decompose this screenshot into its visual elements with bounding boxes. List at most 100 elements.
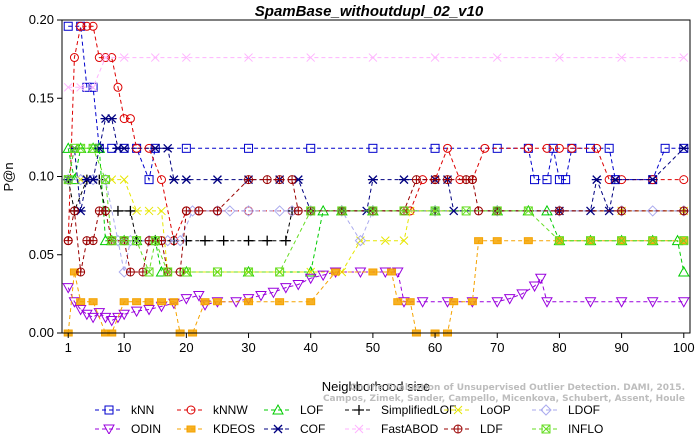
legend-label: ODIN	[131, 422, 161, 434]
x-axis-label: Neighborhood size	[322, 379, 430, 394]
data-point-odin	[62, 283, 75, 294]
legend-label: SimplifiedLOF	[381, 403, 456, 417]
data-point-loop	[132, 206, 141, 216]
data-point-fastabod	[555, 53, 564, 62]
data-point-kdeos	[76, 298, 86, 306]
data-point-inflo	[244, 267, 254, 277]
data-point-ldof	[112, 234, 124, 247]
data-point-inflo	[132, 236, 142, 246]
legend-marker	[186, 425, 196, 433]
data-point-ldof	[429, 205, 441, 217]
data-point-loop	[399, 236, 409, 246]
data-point-fastabod	[182, 53, 191, 62]
data-point-kdeos	[492, 237, 502, 245]
data-point-fastabod	[368, 53, 378, 62]
data-point-ldf	[467, 175, 477, 185]
data-point-lof	[304, 265, 317, 277]
data-point-inflo	[617, 236, 627, 246]
data-point-simplifiedlof	[262, 235, 273, 246]
x-tick-label: 1	[65, 340, 72, 355]
legend-label: INFLO	[568, 422, 603, 434]
legend-item-ldof: LDOF	[532, 403, 600, 417]
data-point-odin	[292, 279, 305, 291]
data-point-odin	[416, 297, 429, 308]
data-point-cof	[678, 143, 689, 153]
legend-marker	[273, 424, 283, 434]
data-point-kdeos	[132, 298, 142, 306]
x-tick-label: 80	[552, 340, 566, 355]
series-ldof	[62, 173, 690, 278]
data-point-knnw	[88, 21, 98, 31]
legend-label: COF	[300, 422, 325, 434]
data-point-odin	[677, 297, 690, 308]
data-point-inflo	[181, 267, 191, 277]
data-point-fastabod	[76, 82, 86, 92]
data-point-fastabod	[101, 53, 110, 62]
series-simplifiedlof	[63, 174, 689, 246]
data-point-inflo	[76, 143, 86, 153]
data-point-ldf	[69, 206, 79, 216]
legend-label: LoOP	[480, 403, 511, 417]
data-point-kdeos	[467, 298, 477, 306]
series-ldf	[63, 175, 689, 277]
series-knn	[63, 21, 689, 185]
legend-label: kNN	[131, 403, 154, 417]
legend-marker	[272, 403, 284, 415]
data-point-ldof	[286, 205, 298, 217]
data-point-kdeos	[393, 298, 403, 306]
data-point-fastabod	[306, 53, 316, 62]
data-point-cof	[168, 175, 179, 185]
legend-marker	[453, 405, 463, 415]
data-point-knnw	[113, 82, 123, 92]
legend-item-odin: ODIN	[95, 422, 161, 434]
data-point-odin	[87, 312, 99, 324]
data-point-simplifiedlof	[200, 235, 211, 246]
data-point-odin	[528, 281, 541, 293]
data-point-inflo	[648, 236, 658, 246]
data-point-inflo	[492, 206, 502, 216]
data-point-kdeos	[244, 298, 254, 306]
legend-item-cof: COF	[264, 422, 325, 434]
data-point-inflo	[306, 206, 316, 216]
data-point-inflo	[679, 236, 689, 246]
data-point-ldof	[74, 173, 87, 186]
data-point-fastabod	[430, 53, 440, 62]
series-cof	[63, 114, 689, 216]
data-point-ldf	[63, 236, 73, 246]
y-axis-label: P@n	[1, 162, 16, 191]
legend-item-inflo: INFLO	[532, 422, 603, 434]
data-point-ldf	[244, 175, 254, 185]
data-point-ldf	[293, 206, 303, 216]
data-point-knn	[63, 21, 73, 31]
data-point-odin	[255, 290, 267, 302]
legend-item-kdeos: KDEOS	[177, 422, 255, 434]
data-point-fastabod	[150, 53, 160, 62]
data-point-ldof	[118, 266, 130, 278]
data-point-odin	[279, 283, 292, 294]
data-point-inflo	[368, 206, 378, 216]
legend-item-ldf: LDF	[444, 422, 503, 434]
x-axis: 1 10 20 30 40 50 60 70 80 90 100	[65, 333, 695, 355]
data-point-ldof	[174, 234, 186, 247]
credit-line-2: On the Evaluation of Unsupervised Outlie…	[350, 383, 685, 393]
data-point-kdeos	[212, 298, 222, 306]
data-point-knnw	[82, 21, 92, 31]
data-point-loop	[119, 175, 129, 184]
y-tick-label: 0.05	[29, 247, 54, 262]
data-point-ldf	[554, 206, 564, 216]
legend-item-simplifiedlof: SimplifiedLOF	[345, 403, 456, 417]
data-point-knnw	[156, 175, 166, 185]
data-point-ldof	[124, 234, 137, 247]
legend-label: LDOF	[568, 403, 600, 417]
data-point-ldof	[646, 205, 659, 217]
y-tick-label: 0.10	[29, 169, 54, 184]
data-point-ldof	[354, 234, 367, 247]
y-axis: 0.00 0.05 0.10 0.15 0.20	[29, 12, 62, 340]
data-point-knn	[144, 175, 154, 185]
legend-marker	[186, 405, 196, 415]
data-point-odin	[180, 294, 193, 305]
legend-marker	[540, 404, 552, 416]
data-point-ldf	[411, 175, 421, 185]
data-point-ldf	[212, 206, 222, 216]
series-fastabod	[63, 53, 689, 92]
